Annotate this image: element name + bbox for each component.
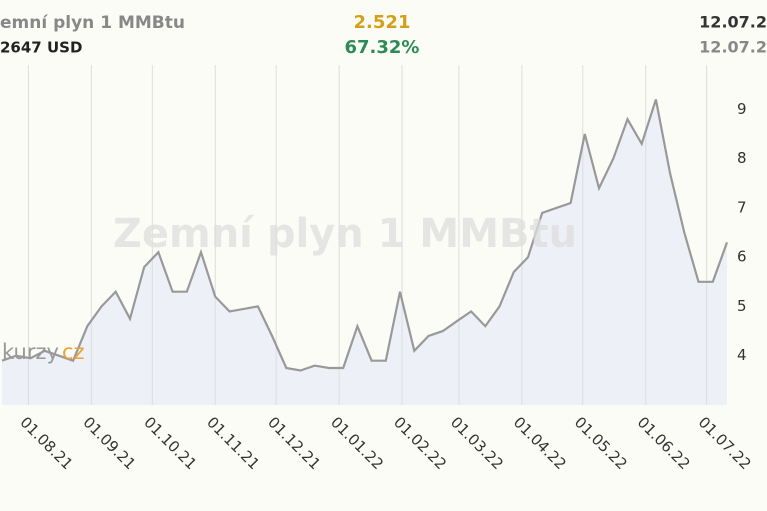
unit: 2647 USD	[0, 39, 82, 57]
y-tick-label: 9	[737, 100, 747, 118]
area	[2, 99, 727, 405]
y-tick-label: 7	[737, 198, 747, 216]
watermark: Zemní plyn 1 MMBtu	[113, 211, 577, 257]
logo: cz	[62, 340, 85, 364]
logo: kurzy	[2, 340, 59, 364]
y-tick-label: 5	[737, 297, 747, 315]
y-tick-label: 8	[737, 149, 747, 167]
change: 67.32%	[345, 37, 420, 58]
price: 2.521	[354, 12, 411, 33]
line	[1, 99, 729, 372]
date: 12.07.2	[699, 13, 767, 32]
date: 12.07.2	[699, 38, 767, 57]
instrument-name: emní plyn 1 MMBtu	[0, 13, 185, 33]
y-tick-label: 6	[737, 248, 747, 266]
y-tick-label: 4	[737, 346, 747, 364]
